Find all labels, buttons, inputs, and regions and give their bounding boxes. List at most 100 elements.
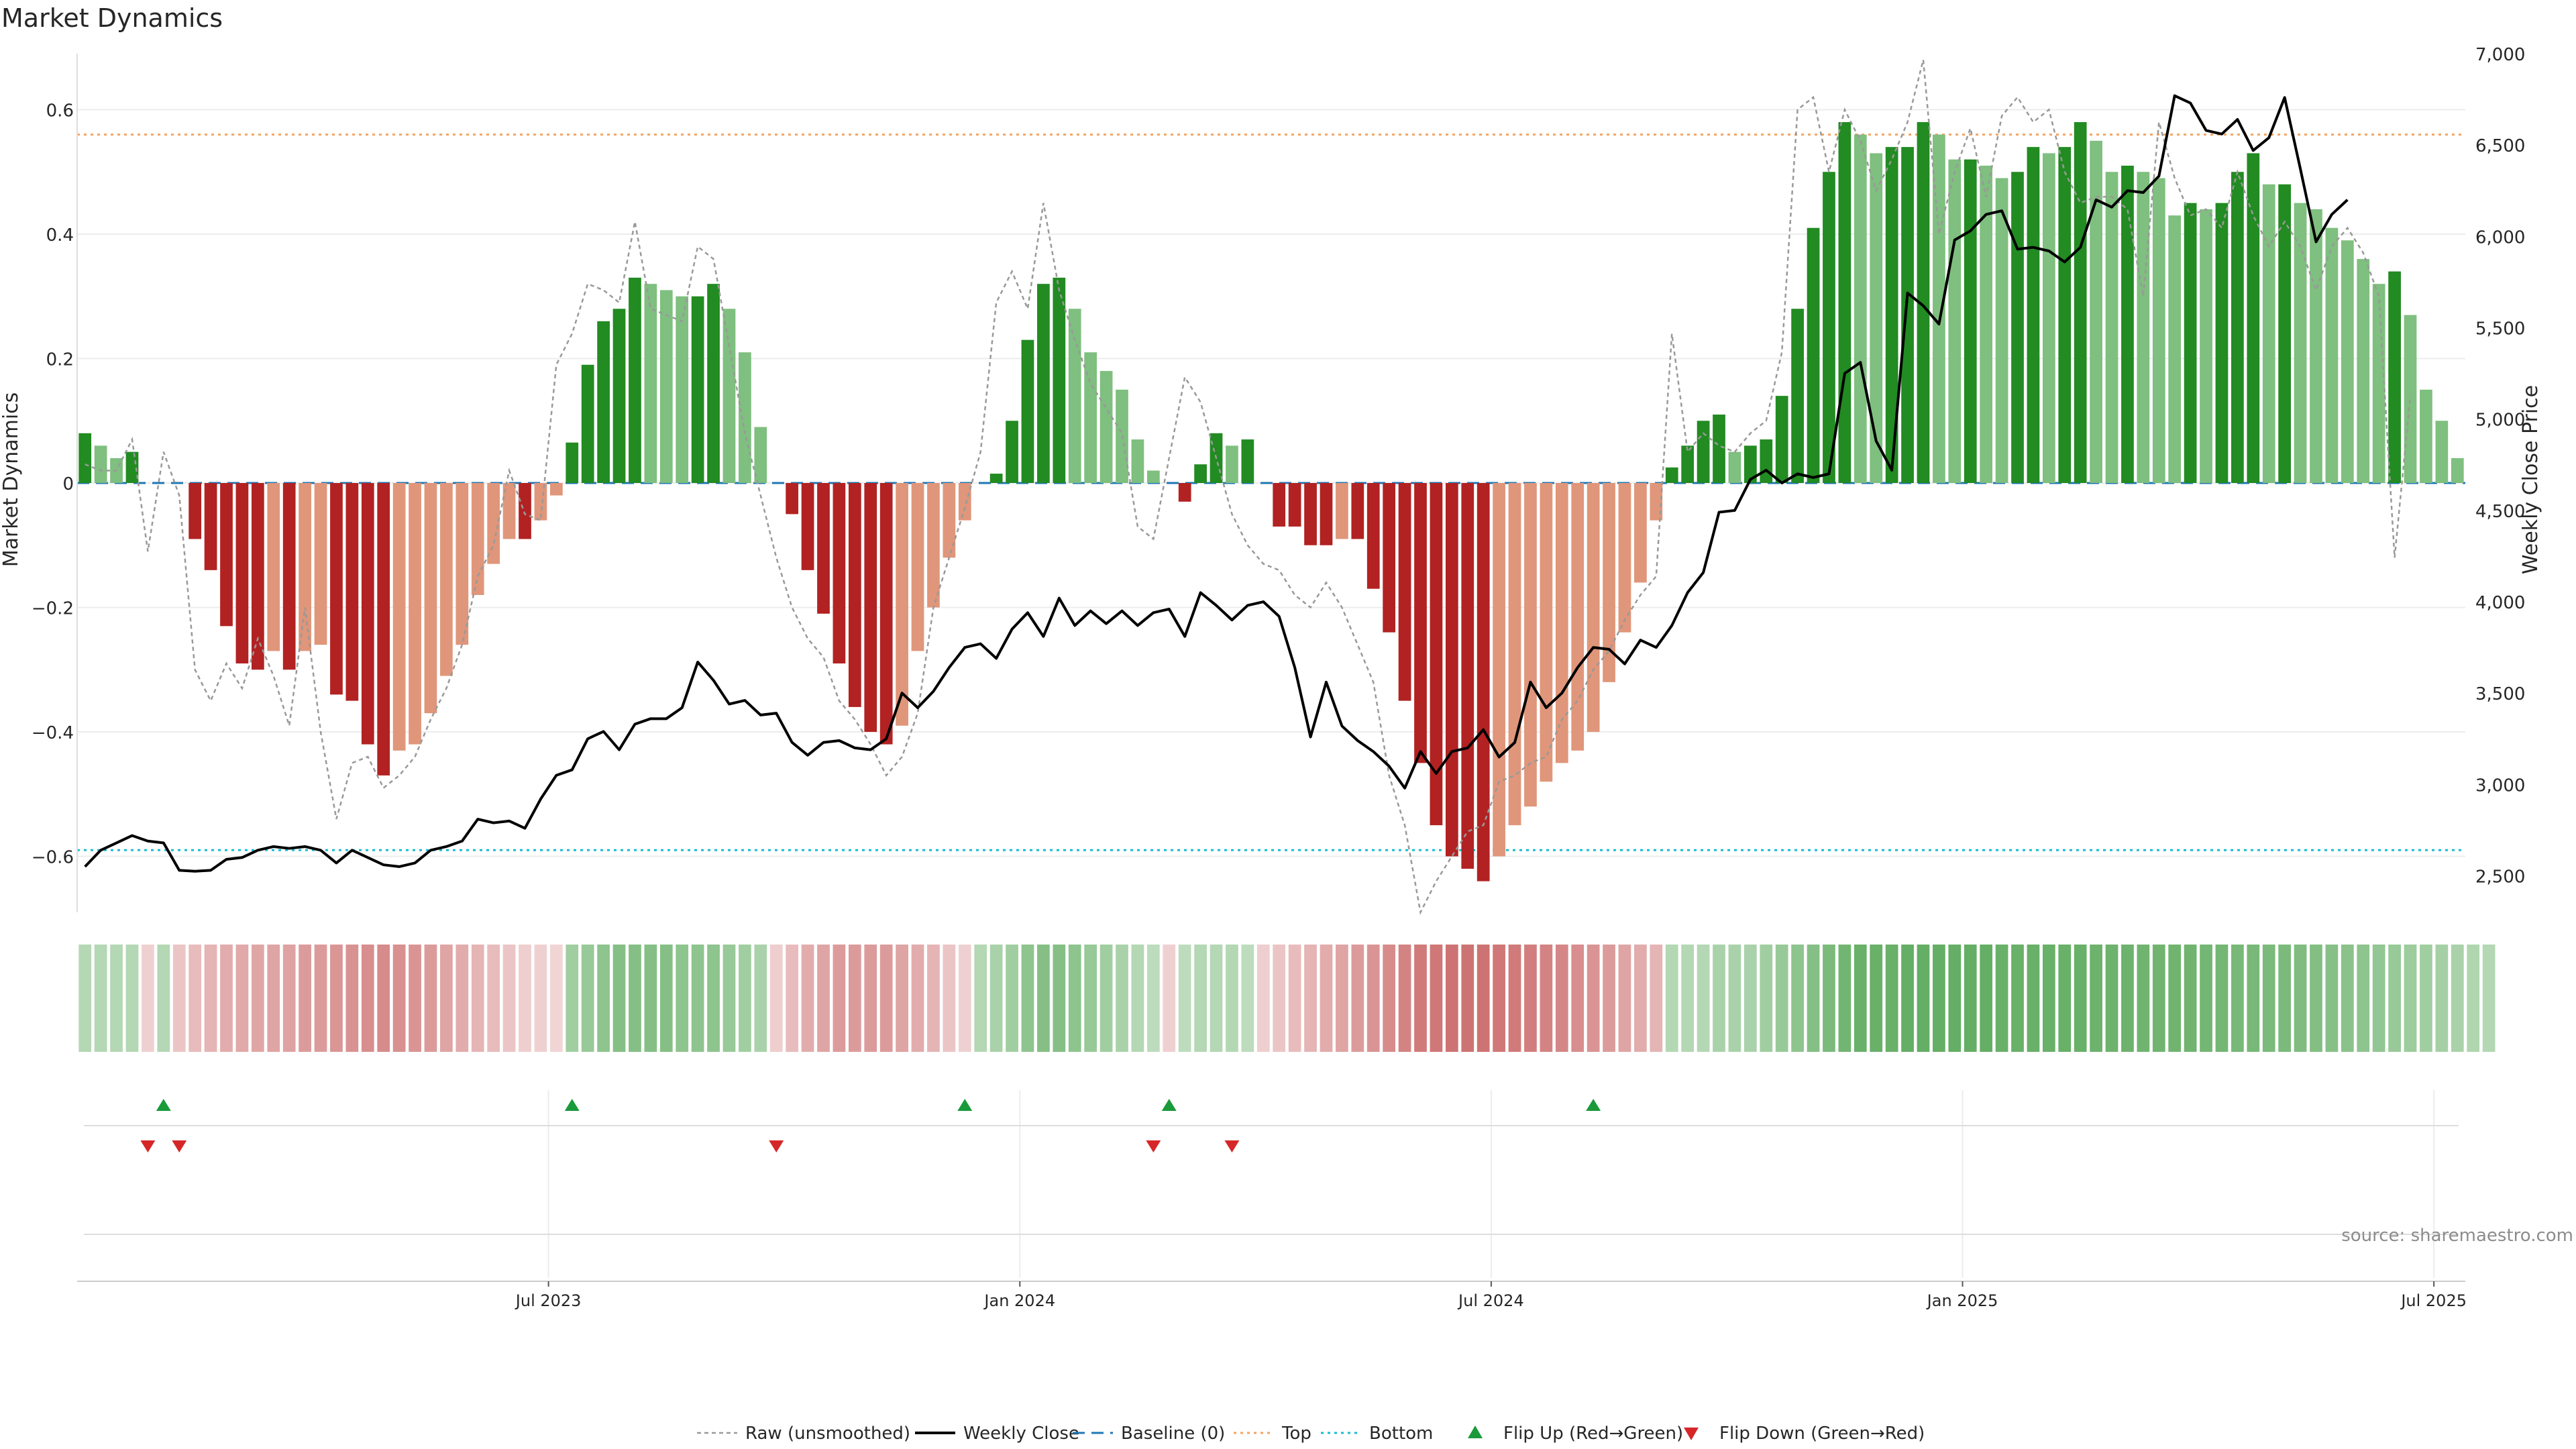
heat-strip-cell [1713, 945, 1725, 1052]
heat-strip-cell [251, 945, 264, 1052]
legend-label: Flip Up (Red→Green) [1503, 1424, 1683, 1444]
x-tick-label: Jul 2025 [2400, 1291, 2467, 1310]
heat-strip-cell [1383, 945, 1396, 1052]
heat-strip-cell [1948, 945, 1962, 1052]
heat-strip-cell [707, 945, 720, 1052]
dynamics-bar [2042, 153, 2055, 483]
dynamics-bar [2278, 184, 2292, 483]
dynamics-bar [1540, 483, 1553, 782]
heat-strip-cell [2325, 945, 2339, 1052]
y-tick-label: 0 [62, 474, 74, 494]
heat-strip-cell [1995, 945, 2008, 1052]
dynamics-bar [2435, 421, 2449, 483]
dynamics-bar [2451, 458, 2464, 483]
dynamics-bar [549, 483, 563, 496]
dynamics-bar [1241, 439, 1254, 483]
dynamics-bar [691, 296, 704, 483]
dynamics-bar [2262, 184, 2275, 483]
heat-strip-cell [1854, 945, 1867, 1052]
legend-label: Bottom [1369, 1424, 1433, 1444]
dynamics-bar [1807, 227, 1820, 483]
dynamics-bar [676, 296, 689, 483]
dynamics-bar [629, 277, 641, 483]
dynamics-bar [1445, 483, 1458, 857]
axes: −0.6 −0.4 −0.2 0 0.2 0.4 0.6 2,500 3,000 3,500 4,0… [32, 45, 2525, 912]
heat-strip-cell [801, 945, 814, 1052]
heat-strip-cell [1053, 945, 1066, 1052]
heat-strip-cell [78, 945, 92, 1052]
dynamics-bar [1980, 165, 1993, 483]
dynamics-bar [581, 364, 594, 483]
heat-strip-cell [440, 945, 453, 1052]
heat-strip-cell [1807, 945, 1820, 1052]
heat-strip-cell [817, 945, 830, 1052]
heat-strip-cell [1006, 945, 1018, 1052]
flip-up-marker [957, 1099, 973, 1111]
heat-strip-cell [1068, 945, 1081, 1052]
heat-strip-cell [1226, 945, 1238, 1052]
heat-strip-cell [487, 945, 500, 1052]
dynamics-bar [754, 427, 767, 483]
dynamics-bar [1493, 483, 1505, 857]
heat-strip-cell [409, 945, 421, 1052]
heat-strip-cell [2074, 945, 2087, 1052]
heat-strip-cell [629, 945, 641, 1052]
dynamics-bar [1948, 159, 1962, 483]
dynamics-bar [1304, 483, 1317, 545]
dynamics-bar [409, 483, 421, 745]
y2-tick-label: 6,500 [2475, 136, 2525, 156]
heat-strip-cell [691, 945, 704, 1052]
dynamics-bar [455, 483, 469, 645]
dynamics-bar [1587, 483, 1600, 733]
heat-strip-cell [1650, 945, 1663, 1052]
dynamics-bar [566, 442, 579, 483]
heat-strip-cell [2294, 945, 2307, 1052]
dynamics-bar [659, 290, 673, 483]
dynamics-bar [864, 483, 877, 733]
dynamics-bar [1430, 483, 1443, 826]
heat-strip-cell [377, 945, 390, 1052]
heat-strip-cell [2482, 945, 2496, 1052]
y2-tick-label: 2,500 [2475, 867, 2525, 888]
y-tick-label: −0.6 [32, 848, 74, 868]
heat-strip-cell [2467, 945, 2480, 1052]
dynamics-bar [1823, 172, 1835, 483]
dynamics-bar [1477, 483, 1490, 881]
dynamics-bar [739, 352, 751, 483]
dynamics-bar [377, 483, 390, 775]
dynamics-bar [2058, 147, 2072, 483]
heat-strip-cell [471, 945, 484, 1052]
heat-strip-cell [1587, 945, 1600, 1052]
heat-strip-cell [2278, 945, 2292, 1052]
heat-strip-cell [612, 945, 626, 1052]
y-tick-label: 0.6 [46, 101, 74, 121]
heat-strip-cell [2152, 945, 2165, 1052]
heat-strip-cell [2247, 945, 2260, 1052]
legend-flip-up-icon [1468, 1426, 1483, 1438]
dynamics-bar [2325, 227, 2339, 483]
heat-strip-cell [2404, 945, 2417, 1052]
heat-strip-cell [2090, 945, 2102, 1052]
heat-strip-cell [1728, 945, 1741, 1052]
heat-strip-cell [361, 945, 374, 1052]
heat-strip-cell [1398, 945, 1411, 1052]
dynamics-bar [519, 483, 531, 539]
dynamics-bar [2168, 215, 2182, 483]
heat-strip-cell [1366, 945, 1380, 1052]
heat-strip-cell [676, 945, 689, 1052]
dynamics-bar [911, 483, 924, 651]
dynamics-bar [361, 483, 374, 745]
dynamics-bar [1697, 421, 1710, 483]
x-tick-label: Jul 2024 [1457, 1291, 1524, 1310]
heat-strip-cell [1037, 945, 1050, 1052]
y2-tick-label: 3,500 [2475, 684, 2525, 704]
dynamics-bar [1461, 483, 1474, 869]
heat-strip-cell [1445, 945, 1458, 1052]
dynamics-bar [597, 321, 610, 483]
heat-strip-cell [1414, 945, 1427, 1052]
dynamics-bar [1336, 483, 1348, 539]
heat-strip-cell [1933, 945, 1945, 1052]
dynamics-bar [1414, 483, 1427, 763]
heat-strip-cell [1838, 945, 1851, 1052]
heat-strip-cell [1477, 945, 1490, 1052]
